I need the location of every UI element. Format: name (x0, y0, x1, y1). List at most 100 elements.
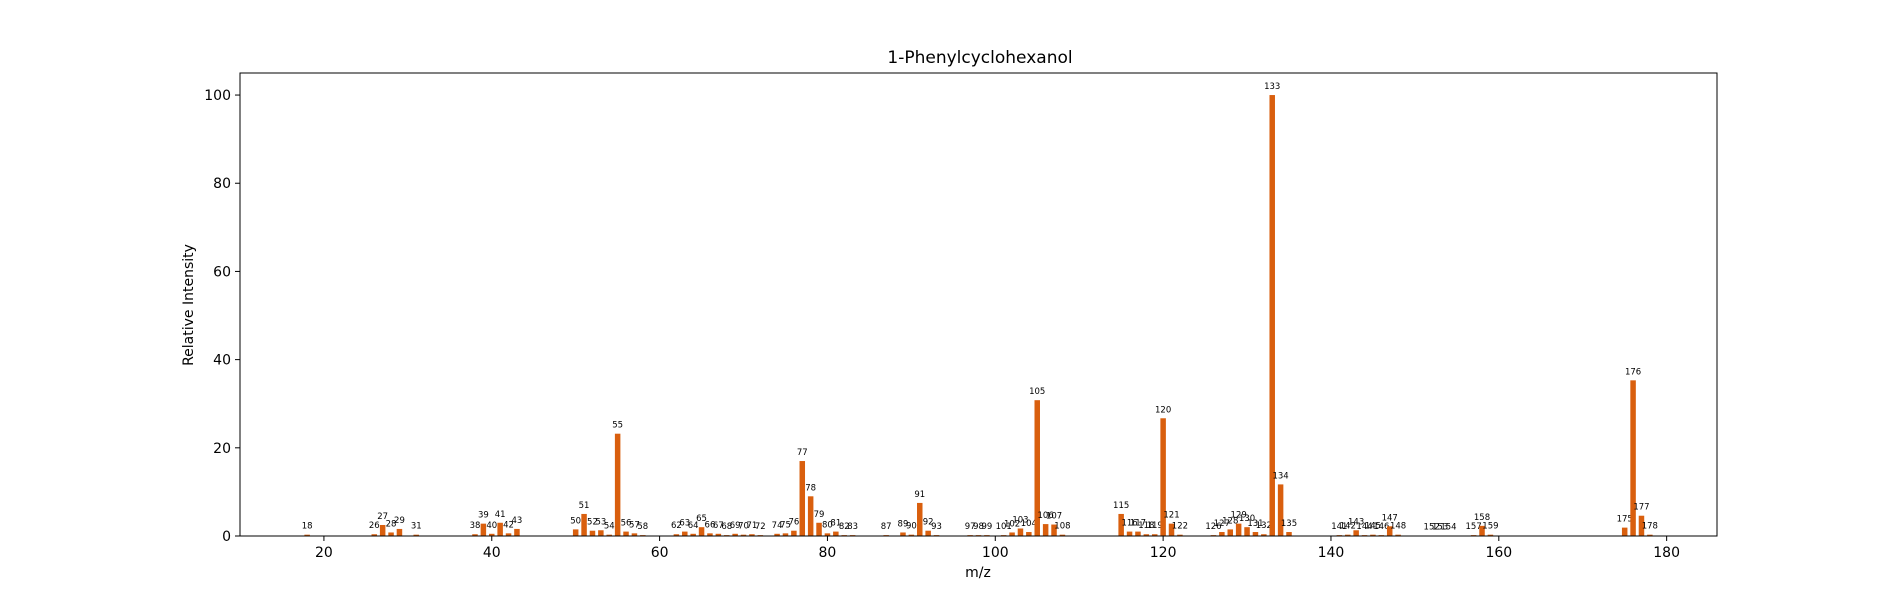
y-axis-label: Relative Intensity (181, 244, 197, 366)
data-label-mz-108: 108 (1054, 522, 1070, 532)
data-label-mz-103: 103 (1012, 516, 1028, 526)
bar-mz-102 (1009, 532, 1015, 536)
data-label-mz-56: 56 (621, 519, 632, 529)
data-label-mz-42: 42 (503, 520, 514, 530)
data-label-mz-62: 62 (671, 521, 682, 531)
bar-mz-117 (1135, 531, 1141, 536)
data-label-mz-120: 120 (1155, 405, 1171, 415)
y-axis: 0 20 40 60 80 100 (204, 88, 240, 545)
bar-mz-108 (1059, 534, 1066, 536)
data-label-mz-38: 38 (470, 521, 481, 531)
bar-mz-26 (371, 534, 378, 536)
bar-mz-78 (807, 496, 814, 536)
y-tick-label: 0 (222, 529, 231, 545)
bar-mz-31 (413, 534, 419, 536)
data-label-mz-28: 28 (386, 519, 397, 529)
data-label-mz-81: 81 (830, 519, 841, 529)
x-tick-label: 40 (483, 545, 501, 561)
data-label-mz-130: 130 (1239, 514, 1255, 524)
data-label-mz-134: 134 (1272, 471, 1288, 481)
bar-mz-145 (1370, 534, 1376, 536)
data-label-mz-55: 55 (612, 421, 623, 431)
data-label-mz-72: 72 (755, 522, 766, 532)
data-label-mz-77: 77 (797, 448, 808, 458)
bar-mz-38 (472, 534, 478, 536)
data-label-mz-97: 97 (965, 522, 976, 532)
x-tick-label: 120 (1150, 545, 1177, 561)
data-label-mz-63: 63 (679, 519, 690, 529)
data-label-mz-144: 144 (1356, 522, 1372, 532)
data-label-mz-67: 67 (713, 521, 724, 531)
data-label-mz-93: 93 (931, 522, 942, 532)
data-label-mz-87: 87 (881, 522, 892, 532)
y-tick-label: 20 (213, 441, 231, 457)
data-label-mz-148: 148 (1390, 522, 1406, 532)
data-label-mz-90: 90 (906, 522, 917, 532)
data-label-mz-64: 64 (688, 521, 699, 531)
bar-mz-135 (1286, 532, 1292, 536)
data-label-mz-105: 105 (1029, 387, 1045, 397)
bar-mz-66 (707, 533, 713, 536)
bar-mz-132 (1261, 534, 1267, 536)
bar-mz-118 (1143, 534, 1150, 536)
bar-mz-52 (589, 530, 596, 536)
data-label-mz-40: 40 (486, 521, 497, 531)
bar-mz-18 (304, 534, 310, 536)
bar-mz-143 (1353, 530, 1359, 536)
x-tick-label: 60 (651, 545, 669, 561)
bar-mz-71 (749, 534, 755, 536)
data-label-mz-116: 116 (1121, 519, 1137, 529)
data-label-mz-106: 106 (1038, 511, 1054, 521)
data-label-mz-122: 122 (1172, 522, 1188, 532)
data-label-mz-50: 50 (570, 516, 581, 526)
data-label-mz-133: 133 (1264, 82, 1280, 92)
data-label-mz-43: 43 (512, 516, 523, 526)
bar-mz-119 (1151, 534, 1158, 536)
x-axis-label: m/z (965, 565, 991, 581)
bar-mz-77 (799, 461, 806, 536)
bar-mz-159 (1487, 534, 1494, 536)
bar-mz-116 (1126, 531, 1133, 536)
data-label-mz-107: 107 (1046, 512, 1062, 522)
x-tick-label: 140 (1318, 545, 1345, 561)
bar-mz-43 (514, 528, 520, 536)
data-label-mz-157: 157 (1466, 522, 1482, 532)
bar-mz-128 (1227, 529, 1234, 536)
bar-mz-106 (1042, 524, 1049, 536)
bar-mz-41 (497, 522, 503, 536)
bar-mz-75 (782, 533, 789, 536)
bar-mz-81 (833, 531, 839, 536)
bar-mz-176 (1630, 380, 1636, 536)
x-tick-label: 160 (1485, 545, 1512, 561)
data-label-mz-175: 175 (1617, 515, 1633, 525)
data-label-mz-98: 98 (973, 522, 984, 532)
bar-mz-175 (1621, 527, 1628, 536)
data-label-mz-52: 52 (587, 518, 598, 528)
bar-mz-70 (740, 534, 747, 536)
bar-mz-127 (1219, 532, 1225, 536)
bar-mz-133 (1269, 95, 1275, 537)
bar-mz-57 (631, 533, 638, 536)
y-tick-label: 100 (204, 88, 231, 104)
y-tick-label: 40 (213, 353, 231, 369)
data-label-mz-70: 70 (738, 522, 749, 532)
bar-mz-74 (774, 533, 780, 536)
data-label-mz-51: 51 (579, 501, 590, 511)
data-label-mz-128: 128 (1222, 516, 1238, 526)
data-label-mz-152: 152 (1424, 523, 1440, 533)
data-label-mz-79: 79 (814, 510, 825, 520)
data-label-mz-132: 132 (1256, 521, 1272, 531)
data-label-mz-135: 135 (1281, 519, 1297, 529)
data-label-mz-159: 159 (1482, 522, 1498, 532)
bar-mz-120 (1160, 418, 1166, 536)
bar-mz-53 (598, 530, 604, 536)
bar-mz-130 (1244, 527, 1250, 536)
data-label-mz-82: 82 (839, 522, 850, 532)
data-label-mz-66: 66 (705, 520, 716, 530)
data-label-mz-54: 54 (604, 522, 615, 532)
bar-mz-65 (698, 527, 705, 536)
data-label-mz-127: 127 (1214, 519, 1230, 529)
data-label-mz-118: 118 (1138, 521, 1154, 531)
x-tick-label: 80 (819, 545, 837, 561)
